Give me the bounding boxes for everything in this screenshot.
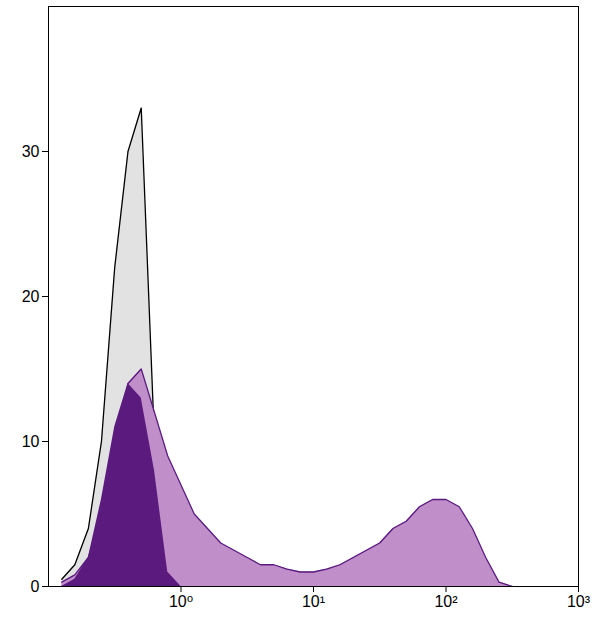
- svg-text:10: 10: [22, 433, 40, 450]
- svg-text:30: 30: [22, 143, 40, 160]
- svg-text:10³: 10³: [567, 593, 591, 610]
- svg-text:10²: 10²: [434, 593, 458, 610]
- svg-text:10⁰: 10⁰: [169, 593, 193, 610]
- svg-text:20: 20: [22, 288, 40, 305]
- svg-text:0: 0: [31, 578, 40, 595]
- svg-text:10¹: 10¹: [302, 593, 325, 610]
